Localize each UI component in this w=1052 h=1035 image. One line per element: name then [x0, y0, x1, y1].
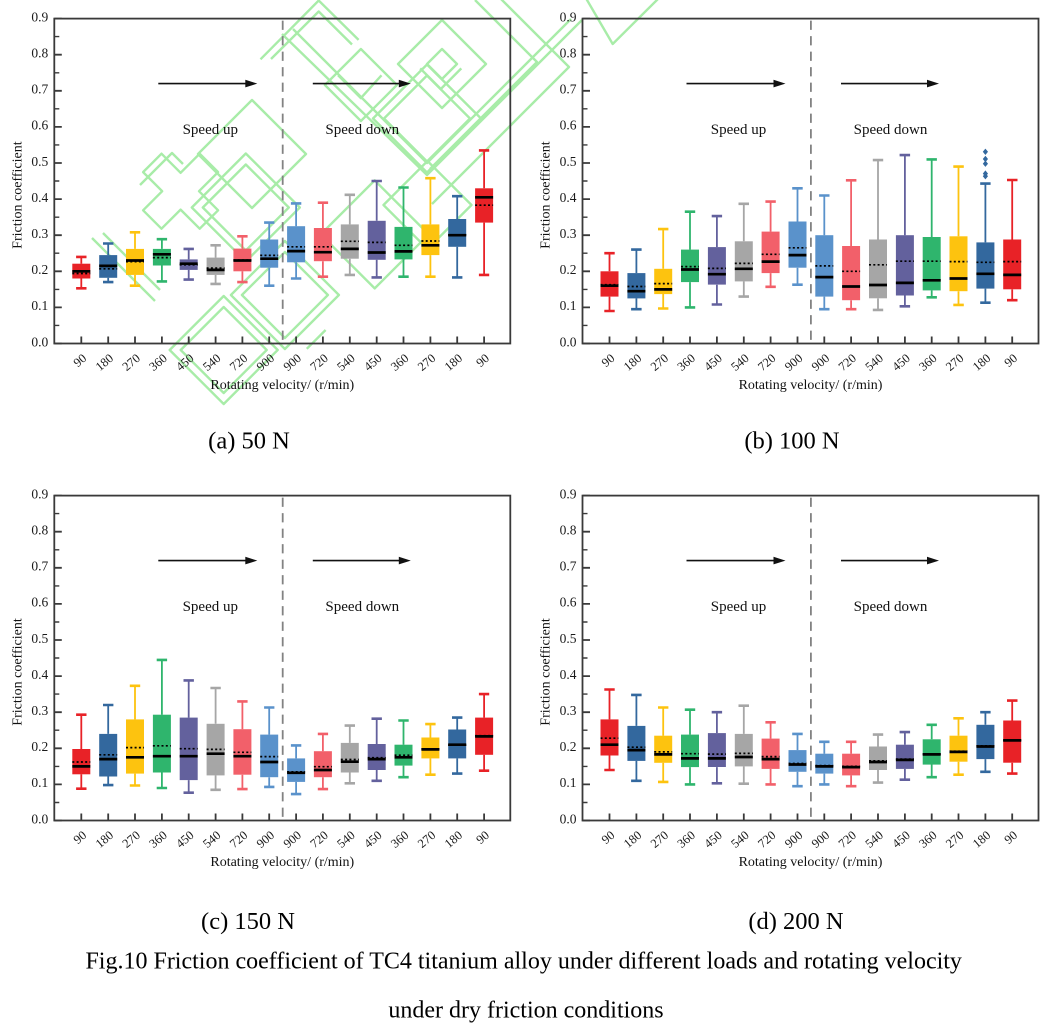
- svg-text:Rotating velocity/ (r/min): Rotating velocity/ (r/min): [210, 855, 354, 870]
- svg-text:0.5: 0.5: [560, 631, 577, 646]
- svg-text:0.0: 0.0: [31, 811, 48, 826]
- svg-text:0.1: 0.1: [31, 298, 48, 313]
- svg-text:(b) 100 N: (b) 100 N: [744, 428, 840, 455]
- svg-text:Speed down: Speed down: [854, 599, 928, 615]
- svg-text:0.4: 0.4: [31, 667, 48, 682]
- svg-text:0.5: 0.5: [31, 631, 48, 646]
- svg-text:(d) 200 N: (d) 200 N: [748, 908, 844, 935]
- svg-text:0.2: 0.2: [560, 262, 577, 277]
- svg-text:Speed down: Speed down: [325, 599, 399, 615]
- svg-text:Speed down: Speed down: [854, 122, 928, 138]
- svg-text:Rotating velocity/ (r/min): Rotating velocity/ (r/min): [739, 855, 883, 870]
- svg-text:Friction coefficient: Friction coefficient: [10, 141, 25, 249]
- svg-text:0.7: 0.7: [560, 559, 577, 574]
- svg-text:0.4: 0.4: [31, 190, 48, 205]
- svg-text:0.9: 0.9: [31, 9, 48, 24]
- svg-text:0.3: 0.3: [560, 703, 577, 718]
- svg-text:0.6: 0.6: [560, 118, 577, 133]
- svg-text:0.8: 0.8: [31, 523, 48, 538]
- svg-text:0.3: 0.3: [560, 226, 577, 241]
- svg-text:0.2: 0.2: [31, 262, 48, 277]
- svg-text:0.7: 0.7: [31, 559, 48, 574]
- svg-text:0.3: 0.3: [31, 226, 48, 241]
- svg-text:0.6: 0.6: [31, 118, 48, 133]
- svg-text:Friction coefficient: Friction coefficient: [539, 141, 554, 249]
- svg-text:0.0: 0.0: [560, 334, 577, 349]
- svg-text:0.7: 0.7: [560, 82, 577, 97]
- svg-text:Speed up: Speed up: [711, 599, 766, 615]
- svg-text:(a) 50 N: (a) 50 N: [208, 428, 290, 455]
- svg-text:0.6: 0.6: [31, 595, 48, 610]
- svg-text:0.7: 0.7: [31, 82, 48, 97]
- svg-text:Rotating velocity/ (r/min): Rotating velocity/ (r/min): [210, 378, 354, 393]
- svg-text:0.3: 0.3: [31, 703, 48, 718]
- svg-text:(c) 150 N: (c) 150 N: [201, 908, 295, 935]
- svg-text:Speed up: Speed up: [183, 599, 238, 615]
- svg-text:Speed up: Speed up: [183, 122, 238, 138]
- svg-text:Friction coefficient: Friction coefficient: [10, 618, 25, 726]
- svg-text:Speed down: Speed down: [325, 122, 399, 138]
- svg-text:0.8: 0.8: [560, 523, 577, 538]
- svg-text:0.2: 0.2: [31, 739, 48, 754]
- svg-text:0.6: 0.6: [560, 595, 577, 610]
- svg-text:0.1: 0.1: [560, 775, 577, 790]
- svg-text:under dry friction conditions: under dry friction conditions: [388, 998, 663, 1024]
- svg-text:0.1: 0.1: [31, 775, 48, 790]
- svg-text:0.0: 0.0: [31, 334, 48, 349]
- svg-text:Rotating velocity/ (r/min): Rotating velocity/ (r/min): [739, 378, 883, 393]
- svg-text:0.8: 0.8: [560, 46, 577, 61]
- svg-text:Speed up: Speed up: [711, 122, 766, 138]
- svg-text:0.9: 0.9: [560, 486, 577, 501]
- svg-text:0.0: 0.0: [560, 811, 577, 826]
- svg-text:0.4: 0.4: [560, 667, 577, 682]
- svg-text:0.9: 0.9: [560, 9, 577, 24]
- svg-text:Fig.10 Friction coefficient of: Fig.10 Friction coefficient of TC4 titan…: [85, 949, 961, 975]
- svg-text:0.4: 0.4: [560, 190, 577, 205]
- svg-text:0.2: 0.2: [560, 739, 577, 754]
- svg-text:Friction coefficient: Friction coefficient: [539, 618, 554, 726]
- svg-text:0.1: 0.1: [560, 298, 577, 313]
- svg-text:0.5: 0.5: [31, 154, 48, 169]
- svg-text:0.8: 0.8: [31, 46, 48, 61]
- svg-text:0.9: 0.9: [31, 486, 48, 501]
- svg-text:0.5: 0.5: [560, 154, 577, 169]
